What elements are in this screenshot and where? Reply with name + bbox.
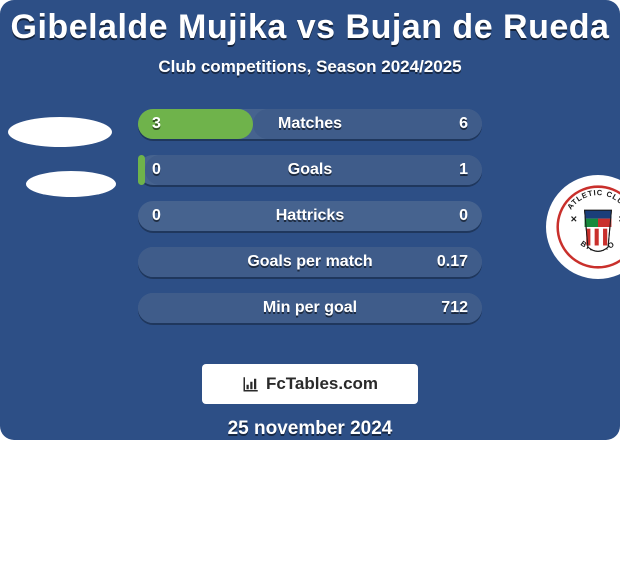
stat-row: Min per goal712	[138, 293, 482, 323]
right-player-crest: ATLETIC CLUB BILBAO	[546, 175, 620, 279]
stat-label: Goals	[138, 161, 482, 179]
stat-label: Min per goal	[138, 299, 482, 317]
subtitle: Club competitions, Season 2024/2025	[158, 57, 461, 77]
stat-label: Matches	[138, 115, 482, 133]
stat-value-right: 6	[459, 115, 468, 133]
stat-value-right: 712	[441, 299, 468, 317]
left-player-badge-shape-2	[26, 171, 116, 197]
stats-container: ATLETIC CLUB BILBAO	[0, 95, 620, 352]
stat-row: 0Hattricks0	[138, 201, 482, 231]
stat-label: Goals per match	[138, 253, 482, 271]
date-text: 25 november 2024	[228, 418, 393, 440]
stat-row: Goals per match0.17	[138, 247, 482, 277]
bar-chart-icon	[242, 375, 260, 393]
stat-row: 3Matches6	[138, 109, 482, 139]
left-player-badge-shape-1	[8, 117, 112, 147]
athletic-club-crest-icon: ATLETIC CLUB BILBAO	[548, 177, 620, 277]
comparison-card: Gibelalde Mujika vs Bujan de Rueda Club …	[0, 0, 620, 440]
brand-logo[interactable]: FcTables.com	[202, 364, 418, 404]
stat-value-right: 0.17	[437, 253, 468, 271]
stat-rows: 3Matches60Goals10Hattricks0Goals per mat…	[138, 109, 482, 323]
stat-value-right: 1	[459, 161, 468, 179]
brand-text: FcTables.com	[266, 374, 378, 394]
stat-value-right: 0	[459, 207, 468, 225]
stat-label: Hattricks	[138, 207, 482, 225]
crest-x-left: ✕	[570, 214, 577, 224]
page-title: Gibelalde Mujika vs Bujan de Rueda	[11, 8, 610, 47]
stat-row: 0Goals1	[138, 155, 482, 185]
